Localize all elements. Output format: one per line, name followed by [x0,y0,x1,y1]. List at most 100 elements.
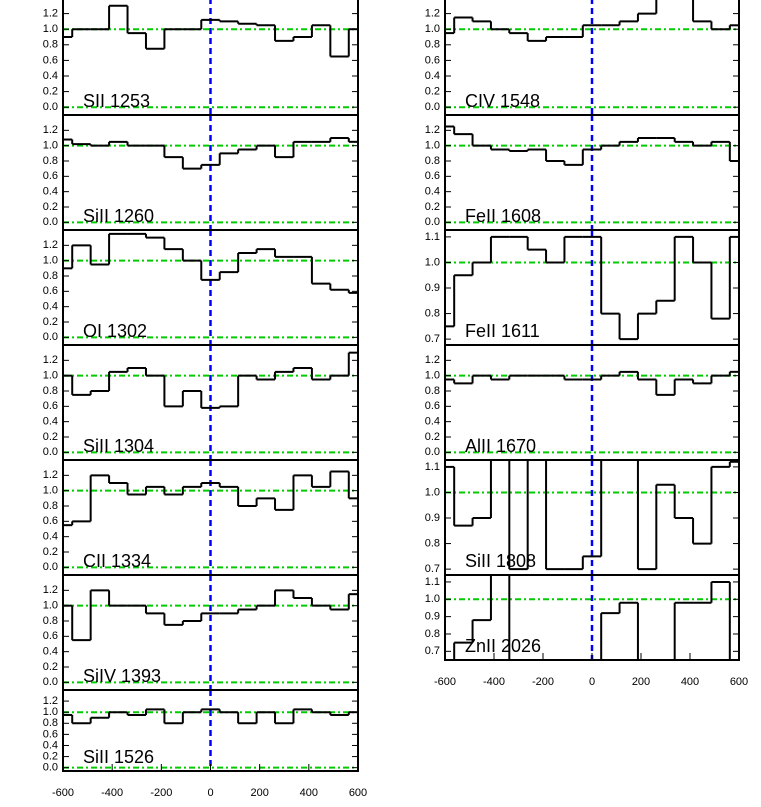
y-tick-label: 0.8 [425,537,440,549]
y-tick-label: 0.8 [425,39,440,51]
y-tick-label: 1.0 [425,23,440,35]
y-tick-label: 0.7 [425,563,440,575]
line-label: SiII 1304 [83,436,154,456]
y-tick-label: 0.6 [43,400,58,412]
line-label: CIV 1548 [465,91,540,111]
y-tick-label: 0.6 [425,400,440,412]
x-tick-label: -200 [150,787,172,799]
y-tick-label: 0.0 [43,446,58,458]
y-tick-label: 0.6 [425,54,440,66]
y-tick-label: 0.2 [43,316,58,328]
x-tick-label: 200 [632,676,650,688]
line-label: SiII 1526 [83,747,154,767]
y-tick-label: 0.2 [43,546,58,558]
x-tick-label: 0 [589,676,595,688]
y-tick-label: 0.0 [425,216,440,228]
y-tick-label: 0.9 [425,282,440,294]
panel-plot [445,0,739,115]
y-tick-label: 0.2 [43,431,58,443]
y-tick-label: 1.0 [425,370,440,382]
y-tick-label: 0.0 [43,762,58,774]
y-tick-label: 1.2 [43,124,58,136]
y-tick-label: 0.0 [425,446,440,458]
x-tick-label: -400 [483,676,505,688]
y-tick-label: 0.9 [425,512,440,524]
y-tick-label: 1.2 [425,354,440,366]
x-tick-label: 600 [349,787,367,799]
y-tick-label: 0.2 [425,86,440,98]
y-tick-label: 1.2 [43,584,58,596]
y-tick-label: 0.8 [425,155,440,167]
x-tick-label: 400 [300,787,318,799]
y-tick-label: 1.2 [425,8,440,20]
x-tick-label: 0 [207,787,213,799]
y-tick-label: 0.8 [43,500,58,512]
line-label: ZnII 2026 [465,636,541,656]
y-tick-label: 0.4 [425,186,440,198]
y-tick-label: 0.8 [43,270,58,282]
line-label: OI 1302 [83,321,147,341]
x-tick-label: -600 [434,676,456,688]
y-tick-label: 0.0 [43,676,58,688]
line-label: FeII 1611 [465,321,540,341]
y-tick-label: 1.2 [43,8,58,20]
y-tick-label: 0.4 [43,416,58,428]
y-tick-label: 1.0 [43,485,58,497]
y-tick-label: 0.4 [43,531,58,543]
line-label: CII 1334 [83,551,151,571]
y-tick-label: 1.0 [43,140,58,152]
y-tick-label: 1.2 [43,469,58,481]
panel-plot [63,460,358,575]
y-tick-label: 0.7 [425,333,440,345]
y-tick-label: 1.2 [43,354,58,366]
y-tick-label: 0.8 [43,39,58,51]
panel-plot [63,230,358,345]
y-tick-label: 0.0 [43,216,58,228]
y-tick-label: 0.6 [43,630,58,642]
y-tick-label: 0.6 [425,170,440,182]
y-tick-label: 1.0 [425,593,440,605]
y-tick-label: 1.0 [43,600,58,612]
y-tick-label: 0.4 [43,739,58,751]
y-tick-label: 0.4 [43,70,58,82]
y-tick-label: 0.8 [425,385,440,397]
y-tick-label: 0.2 [425,431,440,443]
line-label: SiII 1808 [465,551,536,571]
panel-plot [445,230,739,345]
line-label: AlII 1670 [465,436,536,456]
y-tick-label: 0.4 [43,301,58,313]
y-tick-label: 0.4 [43,186,58,198]
y-tick-label: 0.8 [43,155,58,167]
panel-plot [63,0,358,115]
panel-plot [63,575,358,690]
y-tick-label: 0.4 [425,70,440,82]
x-tick-label: -600 [52,787,74,799]
y-tick-label: 0.6 [43,285,58,297]
y-tick-label: 0.0 [425,101,440,113]
y-tick-label: 1.0 [43,23,58,35]
y-tick-label: 0.9 [425,611,440,623]
x-tick-label: -400 [101,787,123,799]
y-tick-label: 0.6 [43,728,58,740]
y-tick-label: 0.4 [425,416,440,428]
y-tick-label: 0.4 [43,646,58,658]
x-tick-label: 600 [730,676,748,688]
y-tick-label: 1.0 [425,256,440,268]
y-tick-label: 0.6 [43,170,58,182]
y-tick-label: 0.0 [43,561,58,573]
y-tick-label: 0.2 [43,750,58,762]
y-tick-label: 1.1 [425,231,440,243]
x-tick-label: 200 [250,787,268,799]
y-tick-label: 0.2 [425,201,440,213]
y-tick-label: 0.8 [43,615,58,627]
y-tick-label: 1.0 [425,486,440,498]
y-tick-label: 1.1 [425,461,440,473]
y-tick-label: 1.0 [43,706,58,718]
y-tick-label: 1.0 [425,140,440,152]
y-tick-label: 1.1 [425,576,440,588]
x-tick-label: 400 [681,676,699,688]
panel-plot [445,345,739,460]
y-tick-label: 0.6 [43,515,58,527]
y-tick-label: 1.2 [425,124,440,136]
